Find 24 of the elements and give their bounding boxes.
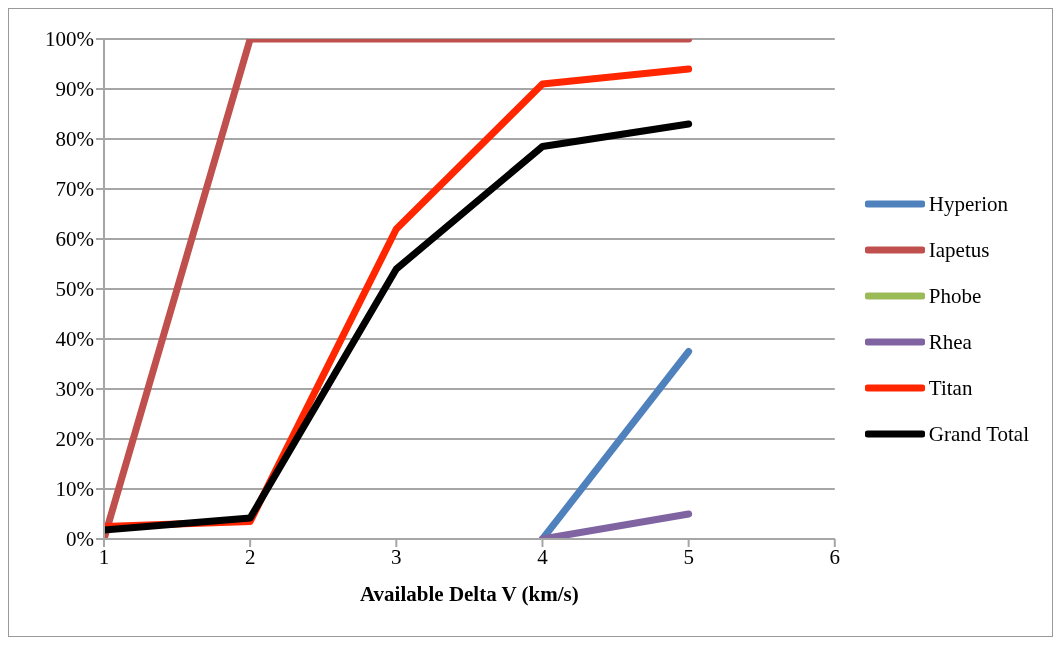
x-tick-label: 6	[829, 544, 841, 569]
legend-label: Iapetus	[928, 237, 990, 263]
y-tick-label: 50%	[55, 277, 94, 302]
legend-label: Titan	[928, 375, 973, 401]
x-tick-label: 3	[391, 544, 402, 569]
legend-label: Rhea	[928, 329, 972, 355]
y-tick-label: 30%	[55, 377, 94, 402]
y-tick-label: 0%	[66, 527, 94, 552]
x-axis-title: Available Delta V (km/s)	[360, 582, 579, 606]
y-tick-label: 100%	[45, 27, 94, 52]
x-tick-label: 1	[98, 544, 110, 569]
x-tick-label: 2	[244, 544, 256, 569]
y-tick-label: 70%	[55, 177, 94, 202]
y-tick-label: 10%	[55, 477, 94, 502]
x-tick-label: 4	[537, 544, 549, 569]
y-tick-label: 80%	[55, 127, 94, 152]
y-tick-label: 60%	[55, 227, 94, 252]
legend-label: Grand Total	[928, 421, 1029, 447]
legend-label: Hyperion	[928, 191, 1009, 217]
x-tick-label: 5	[683, 544, 694, 569]
y-tick-label: 90%	[55, 77, 94, 102]
legend-label: Phobe	[928, 283, 982, 309]
y-tick-label: 40%	[55, 327, 94, 352]
y-tick-label: 20%	[55, 427, 94, 452]
